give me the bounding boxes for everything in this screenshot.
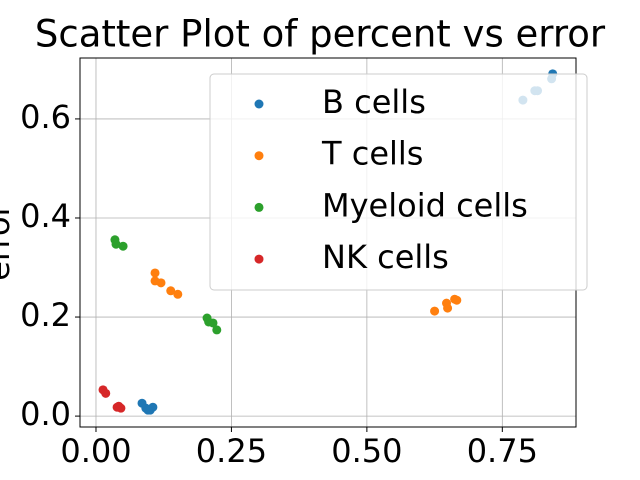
legend-label: T cells [321,135,423,173]
point [212,325,222,335]
legend-box [209,73,588,291]
legend-marker [254,202,264,212]
y-tick-label: 0.4 [20,197,71,235]
point [443,303,453,313]
point [150,268,160,278]
legend-label: Myeloid cells [322,186,528,224]
point [208,318,218,328]
point [156,278,166,288]
y-axis-label: error [0,202,17,280]
point [143,405,153,415]
x-tick-label: 0.25 [196,432,267,470]
point [452,295,462,305]
point [101,388,111,398]
point [111,239,121,249]
point [112,402,122,412]
legend-label: B cells [322,83,426,121]
y-tick-label: 0.2 [20,296,71,334]
legend-label: NK cells [322,238,449,276]
x-tick-label: 0.00 [60,432,131,470]
point [430,306,440,316]
y-tick-label: 0.6 [20,98,71,136]
legend-marker [254,99,264,109]
x-tick-label: 0.75 [467,432,538,470]
point [166,286,176,296]
chart-title: Scatter Plot of percent vs error [35,13,606,56]
y-tick-label: 0.0 [20,395,71,433]
legend-marker [254,151,264,161]
point [173,289,183,299]
legend-marker [254,254,264,264]
x-tick-label: 0.50 [331,432,402,470]
point [118,241,128,251]
